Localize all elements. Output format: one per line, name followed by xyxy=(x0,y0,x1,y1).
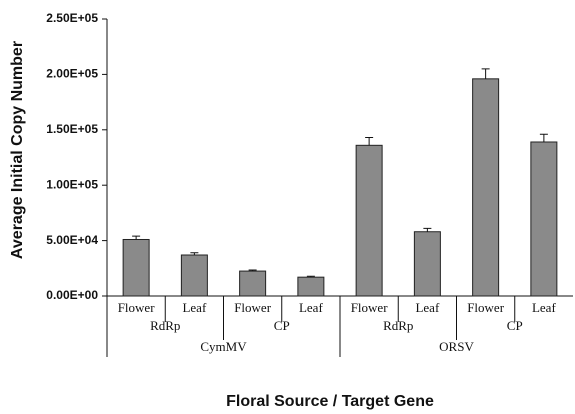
error-bar xyxy=(306,275,315,278)
bar xyxy=(530,141,558,297)
y-tick-label: 5.00E+04 xyxy=(46,233,98,247)
error-bar xyxy=(132,235,141,240)
error-bar xyxy=(539,133,548,142)
y-axis-title: Average Initial Copy Number xyxy=(9,41,26,259)
x-axis-title: Floral Source / Target Gene xyxy=(226,393,434,410)
bar xyxy=(355,144,383,297)
bar xyxy=(180,254,208,297)
error-bar xyxy=(423,227,432,232)
x-tick-label: Leaf xyxy=(299,300,323,315)
x-tick-label: Flower xyxy=(467,300,505,315)
virus-label: CymMV xyxy=(200,339,247,354)
bar xyxy=(413,231,441,297)
y-tick-label: 2.50E+05 xyxy=(46,11,98,25)
error-bar xyxy=(190,252,199,256)
error-bar xyxy=(481,68,490,79)
error-bar xyxy=(365,137,374,146)
bar xyxy=(239,270,267,297)
y-tick-label: 1.00E+05 xyxy=(46,177,98,191)
x-tick-label: Leaf xyxy=(182,300,206,315)
y-tick-label: 1.50E+05 xyxy=(46,122,98,136)
bar xyxy=(472,78,500,297)
gene-label: RdRp xyxy=(150,318,180,333)
gene-label: CP xyxy=(274,318,290,333)
error-bar xyxy=(248,269,257,272)
x-tick-label: Leaf xyxy=(532,300,556,315)
gene-label: RdRp xyxy=(383,318,413,333)
x-tick-label: Flower xyxy=(234,300,272,315)
bar xyxy=(297,276,325,297)
virus-label: ORSV xyxy=(439,339,474,354)
x-tick-label: Flower xyxy=(351,300,389,315)
y-tick-label: 0.00E+00 xyxy=(46,288,98,302)
gene-label: CP xyxy=(507,318,523,333)
x-tick-label: Leaf xyxy=(415,300,439,315)
x-tick-label: Flower xyxy=(118,300,156,315)
y-tick-label: 2.00E+05 xyxy=(46,67,98,81)
bar xyxy=(122,238,150,297)
